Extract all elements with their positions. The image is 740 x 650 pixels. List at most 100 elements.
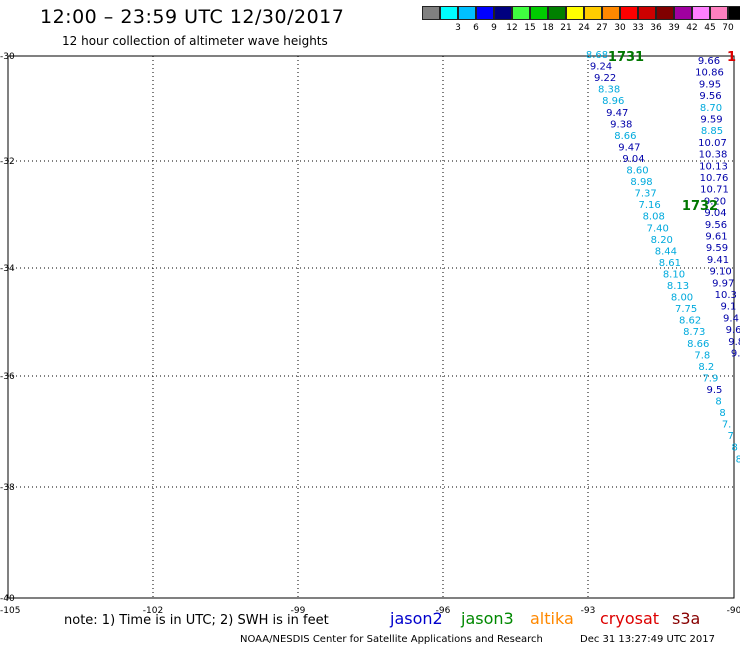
wave-height-value: 9.8: [728, 337, 740, 348]
legend-label: 18: [542, 23, 554, 33]
legend-label: 15: [524, 23, 536, 33]
wave-height-value: 8.96: [602, 96, 624, 107]
legend-label: 6: [473, 23, 479, 33]
legend-label: 12: [506, 23, 518, 33]
wave-height-value: 8.00: [671, 293, 693, 304]
wave-height-value: 8.38: [598, 85, 620, 96]
pass-time-label: 1731: [608, 50, 644, 65]
legend-swatch: [728, 6, 740, 20]
wave-height-value: 8.20: [651, 235, 673, 246]
legend-swatch: [638, 6, 656, 20]
wave-height-value: 9.47: [606, 108, 628, 119]
wave-height-value: 8.61: [659, 258, 681, 269]
wave-height-value: 9.6: [726, 325, 740, 336]
map-frame: [7, 55, 735, 599]
wave-height-value: 8: [736, 454, 740, 465]
longitude-tick-label: -90: [727, 606, 740, 616]
satellite-altika: altika: [530, 609, 574, 628]
wave-height-value: 8.66: [687, 339, 709, 350]
latitude-tick-label: -34: [0, 264, 15, 274]
legend-label: 42: [686, 23, 698, 33]
wave-height-value: 9.97: [712, 278, 734, 289]
satellite-jason2: jason2: [390, 609, 443, 628]
legend-swatch: [566, 6, 584, 20]
wave-height-value: 8.08: [643, 212, 665, 223]
wave-height-value: 9.56: [705, 220, 727, 231]
wave-height-value: 9.2: [731, 349, 740, 360]
longitude-tick-label: -99: [291, 606, 306, 616]
page-title: 12:00 – 23:59 UTC 12/30/2017: [40, 6, 345, 28]
wave-height-value: 7: [727, 431, 733, 442]
legend-label: 45: [704, 23, 716, 33]
wave-height-value: 10.13: [699, 161, 728, 172]
legend-label: 33: [632, 23, 644, 33]
wave-height-value: 9.66: [698, 56, 720, 67]
wave-height-value: 9.5: [706, 385, 722, 396]
wave-height-value: 8: [732, 443, 738, 454]
wave-height-value: 7.75: [675, 304, 697, 315]
latitude-tick-label: -36: [0, 372, 15, 382]
wave-height-value: 7.: [722, 420, 732, 431]
wave-height-value: 9.56: [699, 91, 721, 102]
legend-label: 27: [596, 23, 608, 33]
legend-swatch: [584, 6, 602, 20]
legend-swatch: [692, 6, 710, 20]
wave-height-value: 8.70: [700, 103, 722, 114]
wave-height-value: 7.9: [702, 373, 718, 384]
pass-time-label: 1732: [682, 199, 718, 214]
legend-swatch: [674, 6, 692, 20]
wave-height-value: 10.38: [699, 150, 728, 161]
legend-swatch: [620, 6, 638, 20]
legend-swatch: [530, 6, 548, 20]
legend-swatch: [656, 6, 674, 20]
wave-height-value: 7.40: [647, 223, 669, 234]
wave-height-value: 10.76: [700, 173, 729, 184]
legend-swatch: [458, 6, 476, 20]
wave-height-value: 8.68: [586, 50, 608, 61]
pass-time-label: 1: [727, 50, 736, 65]
wave-height-value: 9.24: [590, 62, 612, 73]
page-subtitle: 12 hour collection of altimeter wave hei…: [62, 34, 328, 48]
wave-height-value: 8.10: [663, 269, 685, 280]
wave-height-value: 8: [715, 397, 721, 408]
longitude-tick-label: -96: [436, 606, 451, 616]
satellite-s3a: s3a: [672, 609, 701, 628]
wave-height-value: 10.07: [698, 138, 727, 149]
footer-note: note: 1) Time is in UTC; 2) SWH is in fe…: [64, 613, 329, 628]
wave-height-value: 9.41: [707, 255, 729, 266]
wave-height-value: 9.38: [610, 119, 632, 130]
wave-height-value: 7.16: [639, 200, 661, 211]
wave-height-value: 8.62: [679, 316, 701, 327]
latitude-tick-label: -38: [0, 483, 15, 493]
legend-swatch: [602, 6, 620, 20]
wave-height-value: 8.2: [698, 362, 714, 373]
wave-height-value: 8.73: [683, 327, 705, 338]
wave-height-value: 9.04: [704, 208, 726, 219]
legend-label: 24: [578, 23, 590, 33]
wave-height-value: 8: [719, 408, 725, 419]
longitude-tick-label: -102: [143, 606, 163, 616]
legend-label: 21: [560, 23, 572, 33]
legend-label: 70: [722, 23, 734, 33]
satellite-cryosat: cryosat: [600, 609, 660, 628]
legend-swatch: [476, 6, 494, 20]
wave-height-value: 9.1: [720, 302, 736, 313]
longitude-tick-label: -105: [0, 606, 20, 616]
legend-swatch: [422, 6, 440, 20]
legend-label: 3: [455, 23, 461, 33]
wave-height-value: 8.98: [630, 177, 652, 188]
legend-label: 39: [668, 23, 680, 33]
wave-height-value: 9.22: [594, 73, 616, 84]
wave-height-value: 7.37: [634, 189, 656, 200]
wave-height-value: 8.44: [655, 246, 677, 257]
legend-swatch: [494, 6, 512, 20]
wave-height-value: 9.95: [699, 79, 721, 90]
legend-swatch: [512, 6, 530, 20]
wave-height-value: 9.61: [705, 232, 727, 243]
latitude-tick-label: -30: [0, 52, 15, 62]
wave-height-value: 8.85: [701, 126, 723, 137]
wave-height-value: 10.3: [715, 290, 737, 301]
wave-height-value: 9.47: [618, 142, 640, 153]
legend-swatch: [710, 6, 728, 20]
